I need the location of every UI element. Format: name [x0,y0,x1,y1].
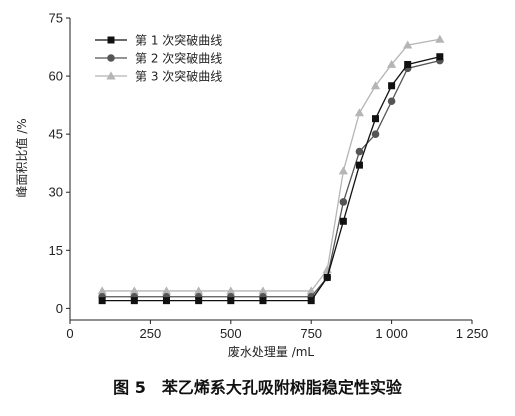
axes: 0 250 500 750 1 000 1 250 0 15 30 45 60 75 [49,11,489,342]
data-point [258,286,268,295]
data-point [194,286,204,295]
x-axis-label: 废水处理量 /mL [228,344,315,359]
data-point [354,108,365,117]
data-point [339,217,347,225]
series-3 [97,34,445,295]
x-tick-label: 250 [140,326,162,341]
data-point [130,297,138,305]
data-point [98,297,106,305]
series-2 [98,56,444,301]
data-point [372,115,380,123]
series-line [102,38,440,292]
data-point [307,297,315,305]
y-tick-label: 60 [49,69,63,84]
data-point [387,97,396,106]
data-point [226,286,236,295]
y-tick-label: 0 [56,301,63,316]
x-tick-label: 0 [66,326,73,341]
legend-marker [106,71,116,80]
series-1 [98,53,444,305]
data-point [370,81,381,90]
y-tick-label: 75 [49,11,63,26]
data-point [403,40,413,49]
data-point [97,286,107,295]
series-line [102,59,440,298]
x-tick-label: 750 [300,326,322,341]
data-point [388,82,396,90]
x-tick-label: 500 [220,326,242,341]
y-axis-label: 峰面积比值 /% [14,118,29,197]
data-point [306,286,316,295]
data-point [404,60,412,68]
data-point [338,166,348,175]
legend-item-3: 第 3 次突破曲线 [95,69,222,84]
data-point [259,297,267,305]
data-point [161,286,172,295]
legend-item-1: 第 1 次突破曲线 [95,33,222,48]
legend-label: 第 1 次突破曲线 [135,33,222,48]
breakthrough-chart: 0 250 500 750 1 000 1 250 0 15 30 45 60 75 第 1 次突破曲… [14,11,489,360]
data-point [195,297,203,305]
figure-caption: 图 5 苯乙烯系大孔吸附树脂稳定性实验 [113,378,402,397]
series-layer [97,34,445,305]
data-point [435,34,445,43]
y-tick-label: 15 [49,243,63,258]
legend-item-2: 第 2 次突破曲线 [95,51,222,66]
data-point [355,147,364,156]
legend-marker [107,54,115,62]
data-point [387,59,397,68]
data-point [371,130,380,138]
series-line [102,56,440,302]
data-point [227,297,235,305]
y-tick-label: 30 [49,185,63,200]
data-point [355,161,363,169]
data-point [339,198,348,206]
legend-marker [107,36,115,44]
legend-label: 第 3 次突破曲线 [135,69,222,84]
data-point [129,286,139,295]
x-tick-label: 1 250 [456,326,489,341]
x-tick-label: 1 000 [375,326,408,341]
data-point [323,273,331,281]
y-tick-label: 45 [49,127,63,142]
data-point [436,53,444,61]
data-point [162,297,170,305]
legend-label: 第 2 次突破曲线 [135,51,222,66]
